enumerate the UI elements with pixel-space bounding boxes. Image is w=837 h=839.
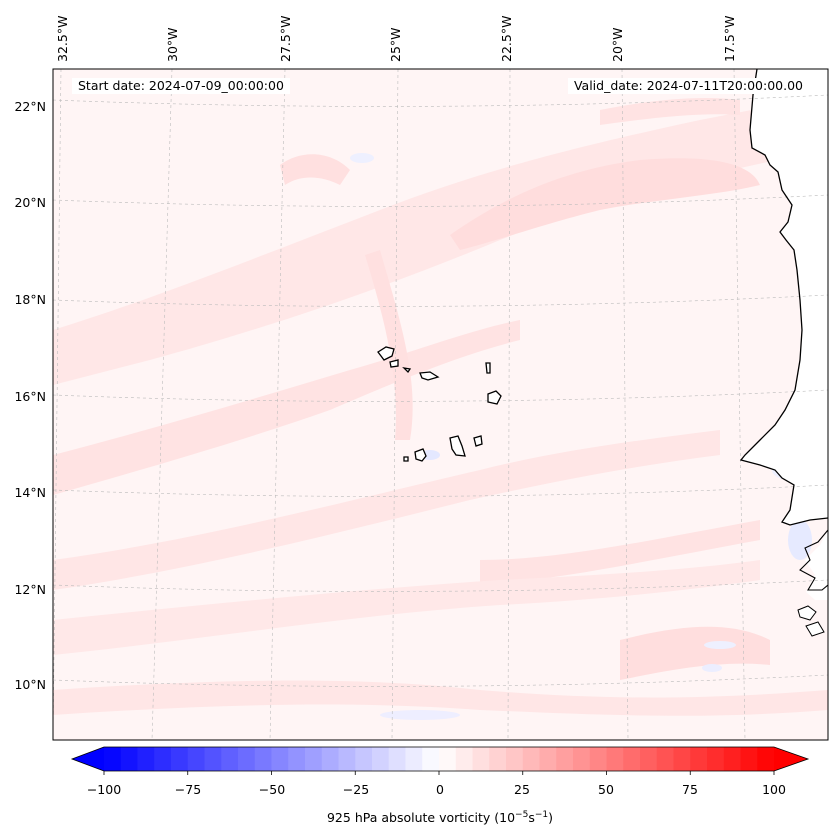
lon-label-20w: 20°W <box>610 27 625 62</box>
colorbar-segment <box>355 747 373 771</box>
colorbar-segment <box>221 747 239 771</box>
colorbar-segment <box>171 747 189 771</box>
start-date-label: Start date: 2024-07-09_00:00:00 <box>72 78 290 94</box>
colorbar-segment <box>338 747 356 771</box>
colorbar-segment <box>238 747 256 771</box>
lat-label-10n: 10°N <box>14 677 46 692</box>
colorbar-segment <box>690 747 708 771</box>
coastline-africa <box>739 69 828 526</box>
colorbar-segment <box>187 747 206 771</box>
colorbar-tick: −25 <box>343 782 369 797</box>
colorbar-segment <box>422 747 440 771</box>
valid-date-label: Valid_date: 2024-07-11T20:00:00.00 <box>567 78 809 94</box>
colorbar-segment <box>472 747 490 771</box>
colorbar-segment <box>606 747 624 771</box>
lat-label-12n: 12°N <box>14 582 46 597</box>
colorbar-segment <box>740 747 758 771</box>
map-frame <box>52 68 829 741</box>
colorbar-segment <box>154 747 172 771</box>
lon-label-17-5w: 17.5°W <box>722 16 737 62</box>
colorbar-segment <box>539 747 557 771</box>
colorbar-segment <box>321 747 340 771</box>
gridlines <box>53 69 828 740</box>
coastline-guinea <box>799 529 828 591</box>
lon-label-25w: 25°W <box>388 27 403 62</box>
longitude-labels: 32.5°W 30°W 27.5°W 25°W 22.5°W 20°W 17.5… <box>55 16 737 62</box>
colorbar-tick: −50 <box>259 782 285 797</box>
colorbar-tick: 0 <box>436 782 444 797</box>
colorbar-label: 925 hPa absolute vorticity (10−5s−1) <box>327 810 553 825</box>
colorbar-segment <box>305 747 323 771</box>
lon-label-27-5w: 27.5°W <box>278 16 293 62</box>
colorbar-tick: −75 <box>175 782 201 797</box>
colorbar-segment <box>204 747 222 771</box>
colorbar-segment <box>589 747 608 771</box>
colorbar-segment <box>640 747 658 771</box>
colorbar-segment <box>656 747 675 771</box>
colorbar-tick: 100 <box>762 782 786 797</box>
colorbar <box>70 746 810 775</box>
colorbar-segment <box>489 747 507 771</box>
colorbar-extend-max <box>774 747 808 771</box>
colorbar-segment <box>271 747 289 771</box>
colorbar-segment <box>120 747 139 771</box>
lon-label-32-5w: 32.5°W <box>55 16 70 62</box>
coastline-bissagos <box>797 605 825 637</box>
colorbar-tick: 50 <box>598 782 614 797</box>
colorbar-segment <box>556 747 574 771</box>
colorbar-segment <box>723 747 742 771</box>
land-patches <box>805 530 828 600</box>
lat-label-14n: 14°N <box>14 485 46 500</box>
cape-verde-islands <box>377 346 502 462</box>
colorbar-tick: −100 <box>87 782 121 797</box>
colorbar-segment <box>388 747 407 771</box>
colorbar-segment <box>707 747 725 771</box>
colorbar-segment <box>623 747 641 771</box>
colorbar-segment <box>372 747 390 771</box>
colorbar-extend-min <box>72 747 104 771</box>
land-africa <box>741 69 828 740</box>
lon-label-30w: 30°W <box>165 27 180 62</box>
colorbar-segment <box>137 747 155 771</box>
colorbar-ticks: −100 −75 −50 −25 0 25 50 75 100 <box>87 782 786 797</box>
lat-label-16n: 16°N <box>14 389 46 404</box>
colorbar-segment <box>254 747 273 771</box>
colorbar-segment <box>288 747 306 771</box>
lat-label-18n: 18°N <box>14 292 46 307</box>
lon-label-22-5w: 22.5°W <box>499 16 514 62</box>
lat-label-22n: 22°N <box>14 99 46 114</box>
colorbar-segment <box>506 747 524 771</box>
colorbar-segment <box>104 747 122 771</box>
colorbar-segment <box>673 747 691 771</box>
colorbar-segment <box>455 747 474 771</box>
colorbar-segment <box>522 747 541 771</box>
lat-label-20n: 20°N <box>14 195 46 210</box>
colorbar-segment <box>405 747 423 771</box>
colorbar-tick: 75 <box>682 782 698 797</box>
latitude-labels: 22°N 20°N 18°N 16°N 14°N 12°N 10°N <box>14 99 46 692</box>
colorbar-segment <box>757 747 775 771</box>
colorbar-tick: 25 <box>514 782 530 797</box>
colorbar-segment <box>573 747 591 771</box>
colorbar-segment <box>439 747 457 771</box>
